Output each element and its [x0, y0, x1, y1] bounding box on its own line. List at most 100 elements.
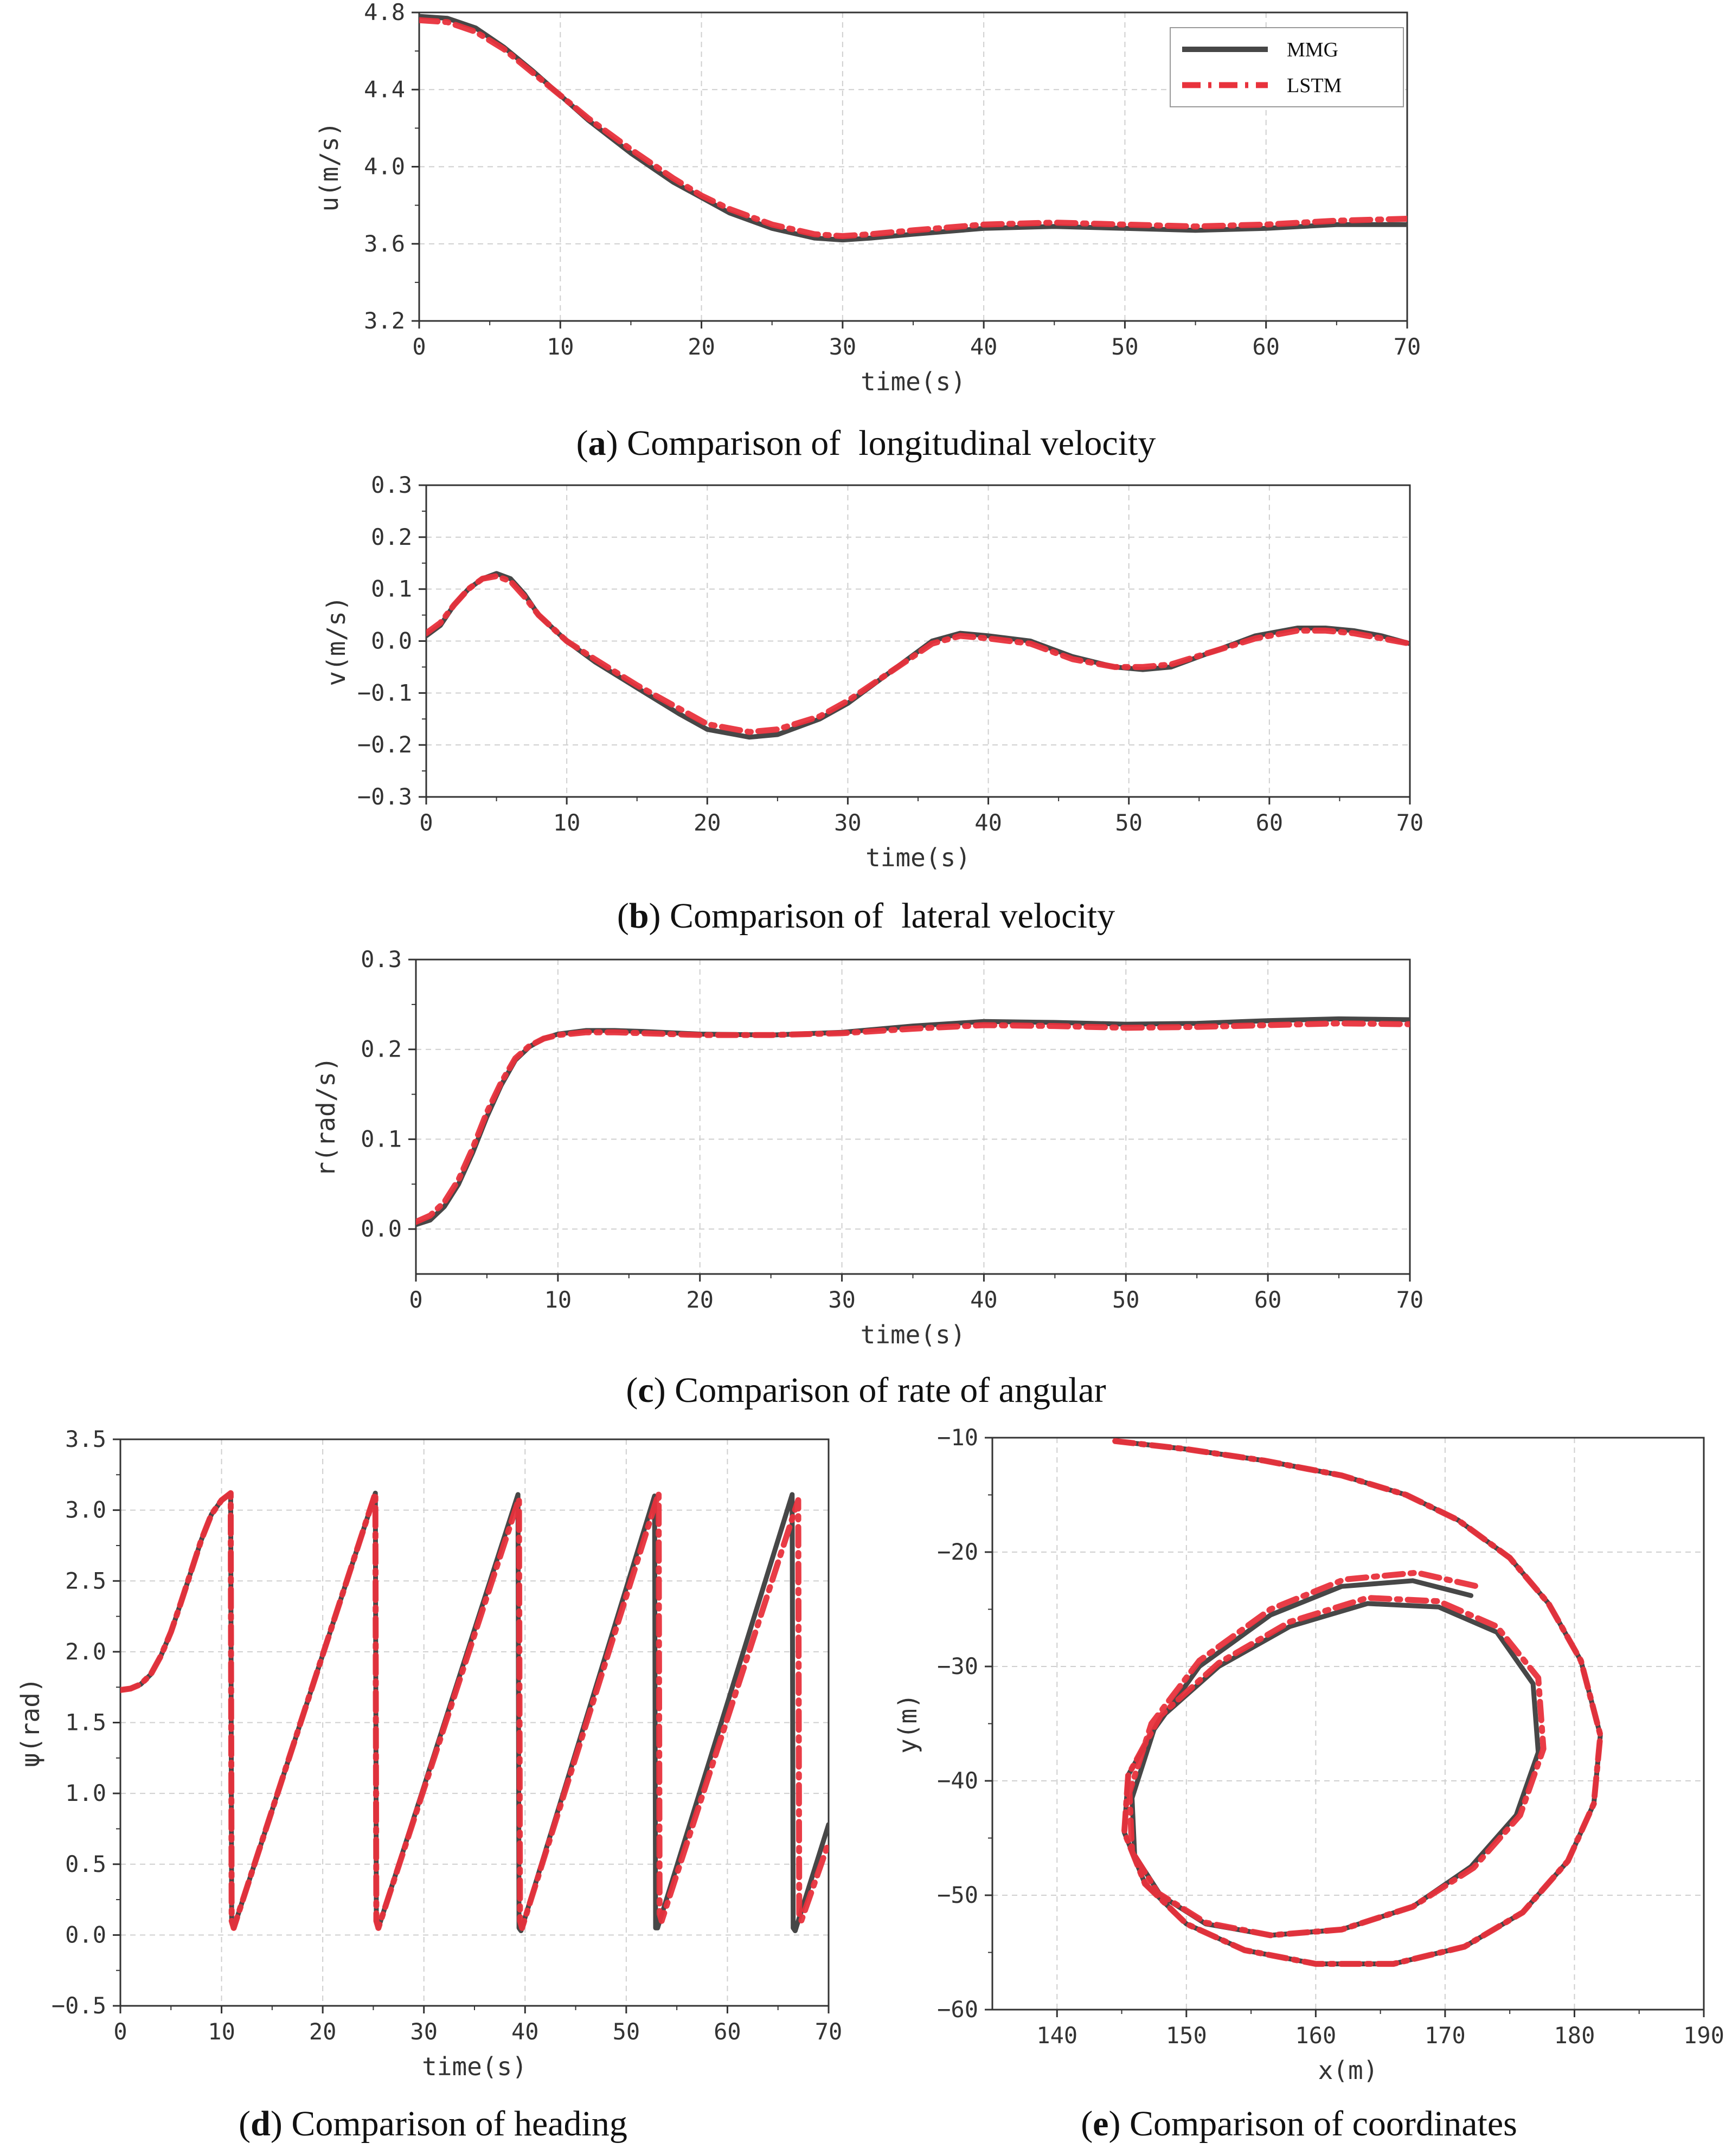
legend-label-a-lstm: LSTM [1287, 74, 1342, 97]
y-axis-title-a: u(m/s) [315, 121, 344, 211]
y-tick-label-d-8: 3.5 [65, 1426, 106, 1452]
x-tick-label-b-3: 30 [834, 809, 862, 836]
y-axis-title-c: r(rad/s) [311, 1057, 341, 1177]
y-axis-title-d: ψ(rad) [16, 1677, 45, 1767]
y-axis-title-e: y(m) [893, 1694, 922, 1754]
x-tick-label-d-5: 50 [613, 2018, 640, 2045]
x-tick-label-c-1: 10 [544, 1286, 572, 1313]
y-tick-label-d-1: 0.0 [65, 1921, 106, 1948]
series-line-d-mmg [120, 1490, 829, 1933]
y-tick-label-e-3: −30 [937, 1653, 978, 1679]
y-tick-label-e-1: −50 [937, 1882, 978, 1908]
series-line-e-lstm [1112, 1438, 1603, 1967]
x-tick-label-c-3: 30 [828, 1286, 856, 1313]
x-tick-label-b-7: 70 [1396, 809, 1424, 836]
caption-c: (c) Comparison of rate of angular [626, 1370, 1106, 1410]
y-tick-label-b-0: −0.3 [357, 783, 412, 810]
x-tick-label-a-2: 20 [688, 333, 715, 360]
x-tick-label-c-6: 60 [1254, 1286, 1282, 1313]
caption-c-text: Comparison of rate of angular [665, 1370, 1106, 1410]
y-tick-label-e-4: −20 [937, 1539, 978, 1565]
legend-label-a-mmg: MMG [1287, 38, 1338, 61]
x-axis-title-e: x(m) [1318, 2056, 1378, 2085]
series-line-d-lstm [120, 1490, 829, 1931]
x-tick-label-a-1: 10 [547, 333, 574, 360]
y-tick-label-d-2: 0.5 [65, 1851, 106, 1877]
x-tick-label-d-1: 10 [208, 2018, 235, 2045]
x-tick-label-d-4: 40 [511, 2018, 539, 2045]
x-tick-label-e-0: 140 [1036, 2022, 1077, 2049]
x-tick-label-c-7: 70 [1396, 1286, 1424, 1313]
x-tick-label-d-7: 70 [815, 2018, 843, 2045]
x-tick-label-c-0: 0 [409, 1286, 422, 1313]
x-axis-title-d: time(s) [422, 2052, 527, 2081]
caption-b-text: Comparison of lateral velocity [660, 896, 1115, 936]
y-tick-label-d-4: 1.5 [65, 1709, 106, 1736]
series-line-a-lstm [419, 17, 1407, 239]
y-tick-label-c-3: 0.3 [361, 946, 402, 973]
x-tick-label-a-3: 30 [829, 333, 857, 360]
caption-e: (e) Comparison of coordinates [1081, 2104, 1517, 2144]
y-tick-label-a-1: 3.6 [364, 230, 405, 257]
caption-d: (d) Comparison of heading [239, 2104, 627, 2144]
x-tick-label-a-0: 0 [412, 333, 426, 360]
x-tick-label-a-4: 40 [970, 333, 998, 360]
y-tick-label-d-6: 2.5 [65, 1567, 106, 1594]
y-tick-label-a-3: 4.4 [364, 76, 405, 102]
x-tick-label-c-4: 40 [970, 1286, 998, 1313]
x-axis-title-c: time(s) [861, 1320, 966, 1349]
y-tick-label-b-5: 0.2 [371, 524, 412, 550]
caption-c-letter: c [638, 1370, 654, 1410]
x-axis-title-b: time(s) [865, 843, 971, 872]
y-tick-label-a-4: 4.8 [364, 0, 405, 25]
y-axis-title-b: v(m/s) [322, 596, 351, 686]
x-tick-label-b-2: 20 [694, 809, 721, 836]
x-axis-title-a: time(s) [861, 367, 966, 396]
x-tick-label-e-5: 190 [1683, 2022, 1724, 2049]
y-tick-label-a-0: 3.2 [364, 307, 405, 334]
caption-d-letter: d [251, 2104, 271, 2144]
x-tick-label-a-5: 50 [1111, 333, 1139, 360]
y-tick-label-c-0: 0.0 [361, 1215, 402, 1242]
series-line-b-mmg [426, 571, 1410, 740]
y-tick-label-d-7: 3.0 [65, 1497, 106, 1523]
chart-panel-d: 0 10 20 30 40 50 60 70 −0.5 0.0 0.5 1.0 1.5 2.0 2.5 3.0… [16, 1426, 842, 2081]
caption-b: (b) Comparison of lateral velocity [617, 896, 1115, 936]
y-tick-label-e-2: −40 [937, 1767, 978, 1794]
caption-a: (a) Comparison of longitudinal velocity [576, 423, 1156, 463]
chart-panel-e: 140 150 160 170 180 190 −60 −50 −40 −30 −20 −10 x(m)… [893, 1424, 1724, 2085]
x-tick-label-b-4: 40 [974, 809, 1002, 836]
caption-d-text: Comparison of heading [282, 2104, 627, 2144]
y-tick-label-d-5: 2.0 [65, 1638, 106, 1665]
y-tick-label-b-6: 0.3 [371, 472, 412, 498]
y-tick-label-b-1: −0.2 [357, 731, 412, 758]
x-tick-label-e-2: 160 [1295, 2022, 1336, 2049]
x-tick-label-d-3: 30 [410, 2018, 438, 2045]
x-tick-label-b-5: 50 [1115, 809, 1143, 836]
x-tick-label-d-2: 20 [309, 2018, 337, 2045]
x-tick-label-d-6: 60 [714, 2018, 741, 2045]
y-tick-label-e-0: −60 [937, 1996, 978, 2023]
y-tick-label-a-2: 4.0 [364, 153, 405, 180]
caption-e-letter: e [1093, 2104, 1109, 2144]
caption-a-text: Comparison of longitudinal velocity [618, 423, 1156, 463]
y-tick-label-b-3: 0.0 [371, 628, 412, 654]
y-tick-label-c-2: 0.2 [361, 1036, 402, 1063]
series-line-b-lstm [426, 573, 1410, 735]
x-tick-label-a-6: 60 [1252, 333, 1280, 360]
x-tick-label-c-5: 50 [1112, 1286, 1140, 1313]
x-tick-label-b-6: 60 [1256, 809, 1284, 836]
x-tick-label-d-0: 0 [113, 2018, 127, 2045]
x-tick-label-a-7: 70 [1394, 333, 1421, 360]
x-tick-label-c-2: 20 [686, 1286, 714, 1313]
x-tick-label-e-4: 180 [1554, 2022, 1595, 2049]
y-tick-label-b-4: 0.1 [371, 576, 412, 602]
chart-panel-b: 0 10 20 30 40 50 60 70 −0.3 −0.2 −0.1 0.0 0.1 0.2 0.3 t… [322, 472, 1423, 872]
x-tick-label-b-0: 0 [419, 809, 433, 836]
caption-b-letter: b [628, 896, 649, 936]
x-tick-label-e-1: 150 [1166, 2022, 1207, 2049]
x-tick-label-b-1: 10 [553, 809, 581, 836]
y-tick-label-d-3: 1.0 [65, 1780, 106, 1806]
x-tick-label-e-3: 170 [1425, 2022, 1466, 2049]
